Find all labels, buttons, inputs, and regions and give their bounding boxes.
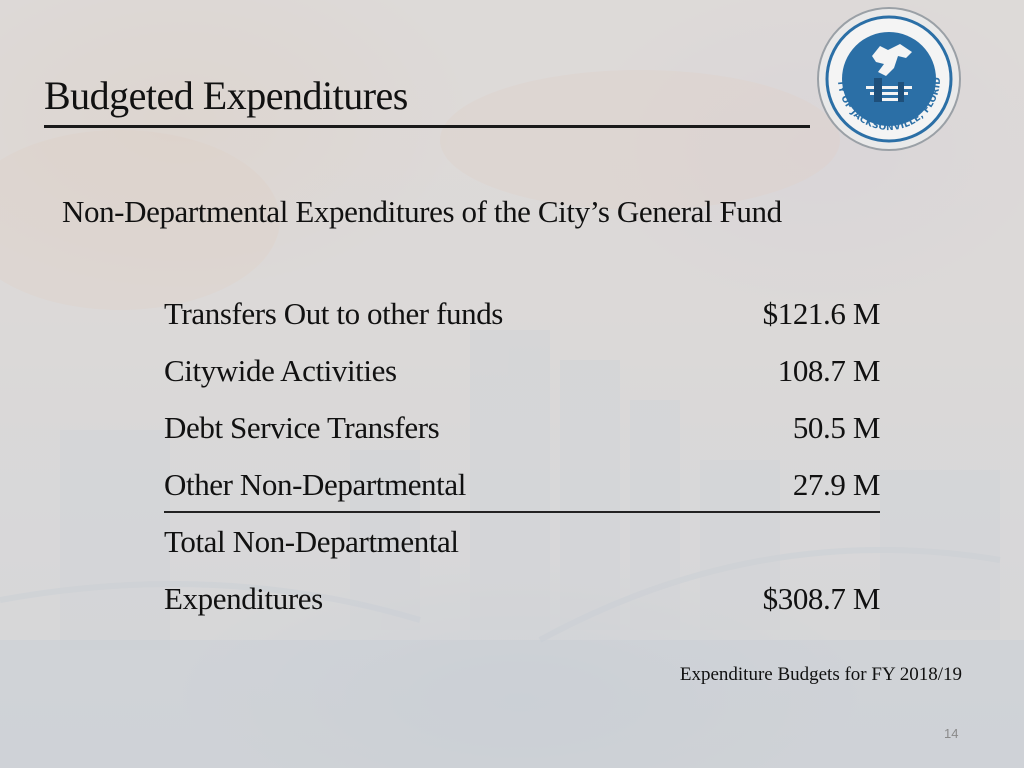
row-label: Citywide Activities [164,353,397,388]
page-title: Budgeted Expenditures [44,73,408,118]
row-amount: 27.9 M [792,467,881,502]
total-amount: $308.7 M [762,581,881,616]
total-label-line-1: Total Non-Departmental [164,524,459,559]
table-row: Debt Service Transfers 50.5 M [164,404,880,461]
row-label: Transfers Out to other funds [164,296,503,331]
table-row: Transfers Out to other funds $121.6 M [164,290,880,347]
row-label: Other Non-Departmental [164,467,466,502]
total-row: Total Non-Departmental Expenditures $308… [164,518,880,632]
table-row: Citywide Activities 108.7 M [164,347,880,404]
city-seal-icon: CITY OF JACKSONVILLE, FLORIDA [816,6,961,151]
row-amount: 108.7 M [777,353,881,388]
row-amount: $121.6 M [762,296,881,331]
row-amount: 50.5 M [792,410,881,445]
source-note: Expenditure Budgets for FY 2018/19 [679,664,962,685]
table-row: Other Non-Departmental 27.9 M [164,461,880,518]
total-label-line-2: Expenditures [164,581,323,616]
page-number: 14 [944,726,959,741]
row-label: Debt Service Transfers [164,410,440,445]
section-subtitle: Non-Departmental Expenditures of the Cit… [62,194,782,229]
title-underline [44,125,810,128]
expenditure-table: Transfers Out to other funds $121.6 M Ci… [164,290,880,632]
